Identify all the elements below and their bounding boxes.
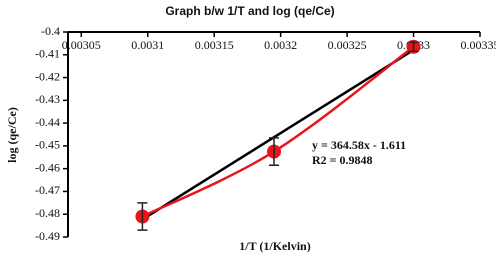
y-tick-label: -0.47 bbox=[35, 183, 60, 197]
y-tick-label: -0.41 bbox=[35, 47, 60, 61]
y-tick-label: -0.42 bbox=[35, 69, 60, 83]
trendline bbox=[142, 50, 413, 219]
y-tick-label: -0.45 bbox=[35, 138, 60, 152]
curve bbox=[142, 47, 413, 217]
x-axis-label: 1/T (1/Kelvin) bbox=[239, 239, 310, 253]
x-tick-label: 0.00325 bbox=[328, 38, 367, 52]
y-axis-label: log (qe/Ce) bbox=[5, 107, 19, 163]
y-tick-label: -0.4 bbox=[41, 24, 60, 38]
annotation: y = 364.58x - 1.611 bbox=[312, 138, 406, 152]
y-tick-label: -0.44 bbox=[35, 115, 60, 129]
chart-title: Graph b/w 1/T and log (qe/Ce) bbox=[165, 4, 334, 18]
y-tick-label: -0.43 bbox=[35, 92, 60, 106]
x-tick-label: 0.00305 bbox=[62, 38, 101, 52]
x-tick-label: 0.0032 bbox=[264, 38, 297, 52]
x-tick-label: 0.00315 bbox=[195, 38, 234, 52]
x-tick-label: 0.0031 bbox=[131, 38, 164, 52]
annotation: R2 = 0.9848 bbox=[312, 153, 373, 167]
y-tick-label: -0.49 bbox=[35, 229, 60, 243]
y-tick-label: -0.46 bbox=[35, 160, 60, 174]
y-tick-label: -0.48 bbox=[35, 206, 60, 220]
x-tick-label: 0.00335 bbox=[461, 38, 496, 52]
